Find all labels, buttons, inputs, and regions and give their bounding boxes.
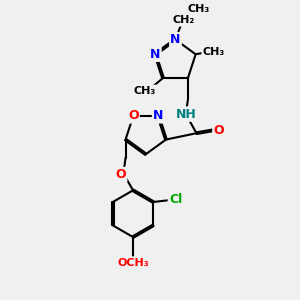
Text: O: O xyxy=(128,109,139,122)
Text: CH₃: CH₃ xyxy=(188,4,210,14)
Text: CH₃: CH₃ xyxy=(202,47,225,57)
Text: Cl: Cl xyxy=(169,194,182,206)
Text: CH₂: CH₂ xyxy=(173,16,195,26)
Text: O: O xyxy=(116,168,126,181)
Text: CH₃: CH₃ xyxy=(134,86,156,96)
Text: N: N xyxy=(150,48,160,61)
Text: O: O xyxy=(213,124,224,136)
Text: OCH₃: OCH₃ xyxy=(117,257,149,268)
Text: NH: NH xyxy=(176,108,196,121)
Text: N: N xyxy=(170,33,181,46)
Text: N: N xyxy=(153,109,164,122)
